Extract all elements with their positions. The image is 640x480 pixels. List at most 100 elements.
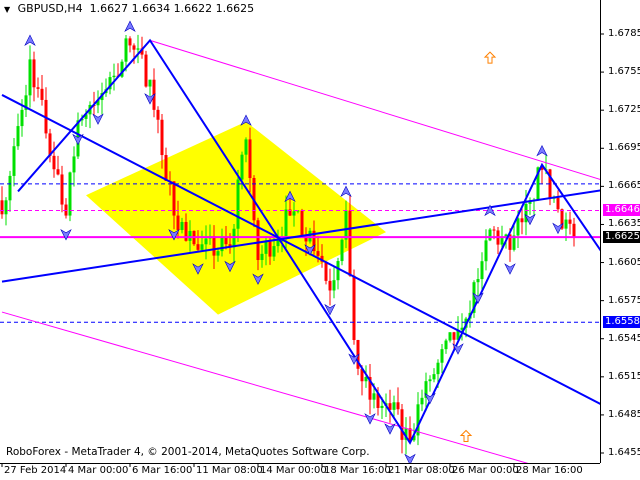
up-arrow-icon [459, 429, 473, 442]
copyright-text: RoboForex - MetaTrader 4, © 2001-2014, M… [6, 446, 370, 458]
candle-body [560, 209, 564, 229]
candle-body [212, 236, 216, 256]
fractal-up-icon [536, 144, 548, 157]
time-tick-label: 11 Mar 08:00 [196, 465, 263, 476]
candle-body [512, 235, 516, 250]
candle-body [456, 329, 460, 340]
candle-body [20, 109, 24, 127]
candle-body [396, 402, 400, 410]
fractal-down-icon [504, 263, 516, 275]
fractal-down-icon [60, 229, 72, 241]
fractal-down-icon [424, 392, 436, 405]
channel-bottom-line [1, 311, 529, 463]
candle-body [372, 393, 376, 400]
candle-body [144, 54, 148, 87]
trend-down-line [1, 94, 600, 405]
dropdown-triangle-icon[interactable]: ▼ [4, 5, 11, 14]
candle-body [40, 88, 44, 100]
channel-top-line [149, 39, 600, 180]
candle-body [220, 237, 224, 252]
fractal-down-icon [252, 273, 264, 285]
candle-body [460, 327, 464, 330]
candle-body [380, 405, 384, 408]
candle-body [556, 197, 560, 210]
fractal-down-icon [144, 93, 156, 105]
candle-body [444, 340, 448, 350]
candle-body [228, 244, 232, 248]
plot-area [0, 20, 600, 463]
candle-body [316, 251, 320, 256]
candle-body [32, 59, 36, 88]
price-marker-label: 1.6646 [603, 204, 640, 217]
price-tick-label: 1.6785 [608, 28, 640, 39]
time-tick-label: 26 Mar 00:00 [452, 465, 519, 476]
candle-body [524, 203, 528, 223]
candle-body [264, 241, 268, 254]
price-tick-label: 1.6605 [608, 256, 640, 268]
fractal-down-icon [72, 133, 84, 146]
time-tick-label: 21 Mar 08:00 [388, 465, 455, 476]
candle-body [420, 397, 424, 405]
candle-body [488, 229, 492, 241]
fractal-down-icon [364, 413, 376, 425]
candle-body [52, 155, 56, 170]
candle-body [324, 261, 328, 281]
candle-body [84, 114, 88, 119]
fractal-down-icon [324, 303, 336, 316]
candle-body [416, 404, 420, 436]
price-tick-label: 1.6665 [608, 180, 640, 192]
candle-body [188, 230, 192, 241]
fractal-down-icon [224, 260, 236, 273]
candle-body [136, 48, 140, 50]
price-marker-label: 1.6625 [603, 231, 640, 244]
candle-body [8, 175, 12, 201]
candle-body [276, 239, 280, 247]
candle-body [60, 174, 64, 205]
candle-body [308, 230, 312, 242]
candle-body [244, 139, 248, 155]
candle-body [12, 146, 16, 176]
candle-body [408, 428, 412, 441]
low-value: 1.6622 [173, 2, 213, 15]
candle-body [128, 38, 132, 46]
price-tick-label: 1.6755 [608, 66, 640, 78]
candle-body [176, 215, 180, 230]
candle-body [240, 154, 244, 180]
candle-body [120, 61, 124, 77]
price-tick-label: 1.6635 [608, 218, 640, 230]
candle-body [448, 332, 452, 341]
fractal-down-icon [304, 244, 316, 256]
fractal-down-icon [92, 113, 104, 125]
up-arrow-icon [483, 51, 497, 64]
candle-body [216, 251, 220, 256]
fractal-down-icon [452, 343, 464, 355]
candle-body [164, 155, 168, 181]
fractal-down-icon [472, 292, 484, 304]
candle-body [500, 238, 504, 245]
candle-body [428, 379, 432, 382]
candle-body [440, 349, 444, 363]
candle-body [180, 221, 184, 230]
candle-body [340, 239, 344, 262]
price-tick-label: 1.6695 [608, 142, 640, 154]
candle-body [312, 230, 316, 252]
fractal-down-icon [404, 453, 416, 463]
candle-body [108, 77, 112, 90]
candle-body [160, 119, 164, 156]
candle-body [300, 210, 304, 237]
price-tick-label: 1.6545 [608, 332, 640, 344]
candle-body [140, 48, 144, 55]
candle-body [0, 200, 4, 215]
candle-body [432, 374, 436, 380]
candle-body [196, 244, 200, 250]
time-tick-label: 4 Mar 00:00 [68, 465, 129, 476]
candle-body [352, 275, 356, 340]
candle-body [272, 246, 276, 257]
candle-body [520, 218, 524, 223]
candle-body [328, 280, 332, 291]
trend-up-line [1, 189, 600, 283]
candle-body [492, 229, 496, 231]
high-value: 1.6634 [131, 2, 171, 15]
